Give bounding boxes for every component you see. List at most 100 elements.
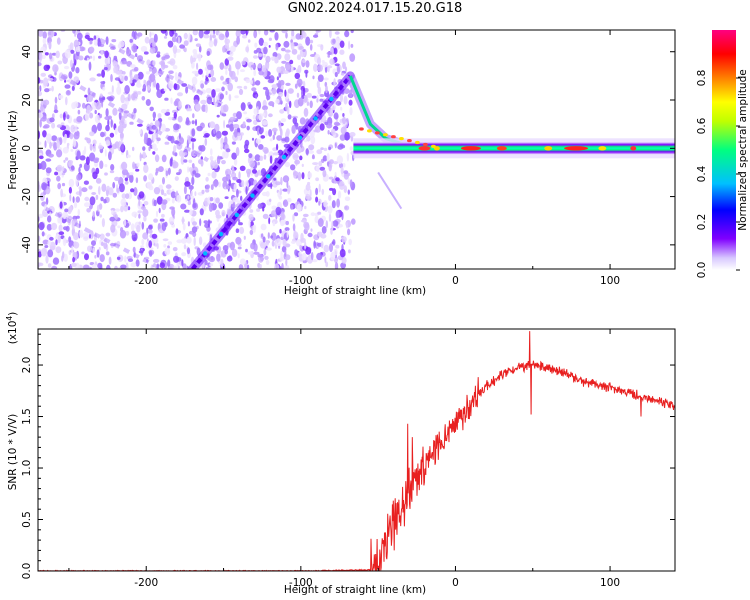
noise-speck xyxy=(136,162,140,167)
noise-speck xyxy=(323,77,329,81)
x-tick-label: 0 xyxy=(452,577,459,589)
noise-speck xyxy=(203,34,210,39)
noise-speck xyxy=(328,164,332,172)
noise-speck xyxy=(348,238,353,246)
noise-speck xyxy=(169,30,174,37)
colorbar: 0.0 0.2 0.4 0.6 0.8 Normalized spectral ampl… xyxy=(696,30,749,278)
rising-trace-peak xyxy=(250,193,255,198)
noise-speck xyxy=(62,251,65,259)
noise-speck xyxy=(248,213,254,221)
noise-speck xyxy=(135,259,140,267)
noise-speck xyxy=(191,141,195,151)
noise-speck xyxy=(296,203,302,213)
y-tick-label: 40 xyxy=(21,45,33,58)
noise-speck xyxy=(121,161,128,171)
noise-speck xyxy=(94,38,98,46)
noise-speck xyxy=(102,86,106,91)
noise-speck xyxy=(340,262,346,269)
noise-speck xyxy=(152,151,156,155)
noise-speck xyxy=(247,157,251,164)
noise-speck xyxy=(283,70,289,74)
noise-speck xyxy=(206,70,209,78)
noise-speck xyxy=(131,43,137,52)
noise-speck xyxy=(257,253,264,258)
x-tick-label: 0 xyxy=(452,275,459,287)
noise-speck xyxy=(272,152,279,156)
x-tick-label: -100 xyxy=(289,577,313,589)
noise-speck xyxy=(269,138,273,142)
noise-speck xyxy=(99,160,104,169)
noise-speck xyxy=(118,183,125,193)
noise-speck xyxy=(143,51,149,55)
rising-trace-peak xyxy=(218,232,224,237)
noise-speck xyxy=(331,200,336,209)
noise-speck xyxy=(231,248,238,258)
noise-speck xyxy=(114,141,120,149)
noise-speck xyxy=(313,34,319,38)
noise-speck xyxy=(38,251,42,258)
noise-speck xyxy=(262,147,269,153)
noise-speck xyxy=(292,213,295,222)
noise-speck xyxy=(274,56,279,64)
noise-speck xyxy=(243,85,248,90)
noise-speck xyxy=(96,204,100,212)
noise-speck xyxy=(285,64,291,70)
noise-speck xyxy=(207,172,211,177)
noise-speck xyxy=(38,30,44,37)
noise-speck xyxy=(38,112,44,119)
noise-speck xyxy=(89,196,96,206)
noise-speck xyxy=(116,187,120,193)
noise-speck xyxy=(338,180,345,190)
noise-speck xyxy=(329,30,332,39)
noise-speck xyxy=(57,60,63,65)
rising-trace-peak xyxy=(297,135,303,140)
noise-speck xyxy=(94,233,97,243)
noise-speck xyxy=(307,150,314,154)
noise-speck xyxy=(276,135,282,141)
noise-speck xyxy=(227,56,234,61)
noise-speck xyxy=(300,237,306,243)
noise-speck xyxy=(126,172,130,179)
noise-speck xyxy=(198,68,203,75)
noise-speck xyxy=(231,141,236,145)
noise-speck xyxy=(78,186,82,190)
noise-speck xyxy=(72,138,77,148)
noise-speck xyxy=(110,74,113,82)
drop-peak xyxy=(359,127,364,131)
noise-speck xyxy=(348,249,351,254)
noise-speck xyxy=(106,264,111,269)
noise-speck xyxy=(192,202,197,209)
noise-speck xyxy=(317,74,324,82)
noise-speck xyxy=(73,232,79,241)
noise-speck xyxy=(129,174,134,183)
snr-frame xyxy=(37,328,676,572)
noise-speck xyxy=(73,118,77,123)
noise-speck xyxy=(330,128,336,135)
noise-speck xyxy=(95,167,100,175)
noise-speck xyxy=(263,154,267,160)
noise-speck xyxy=(145,71,150,75)
noise-speck xyxy=(120,205,124,213)
noise-speck xyxy=(215,214,222,219)
noise-speck xyxy=(137,210,142,214)
noise-speck xyxy=(233,158,238,166)
y-tick-label: -20 xyxy=(21,188,33,205)
noise-speck xyxy=(104,57,110,65)
noise-speck xyxy=(89,77,96,82)
main-trace-peak xyxy=(544,146,553,151)
colorbar-tick-label: 0.4 xyxy=(696,165,708,182)
noise-speck xyxy=(191,76,198,86)
noise-speck xyxy=(161,222,167,231)
noise-speck xyxy=(284,227,290,232)
noise-speck xyxy=(318,201,321,206)
noise-speck xyxy=(89,40,93,45)
noise-speck xyxy=(213,38,218,47)
noise-speck xyxy=(340,166,344,175)
noise-speck xyxy=(138,198,141,207)
noise-speck xyxy=(231,168,235,174)
snr-x-label: Height of straight line (km) xyxy=(284,584,426,596)
noise-speck xyxy=(261,120,268,126)
noise-speck xyxy=(289,59,294,65)
noise-speck xyxy=(151,66,157,75)
rising-trace-peak xyxy=(313,116,318,121)
